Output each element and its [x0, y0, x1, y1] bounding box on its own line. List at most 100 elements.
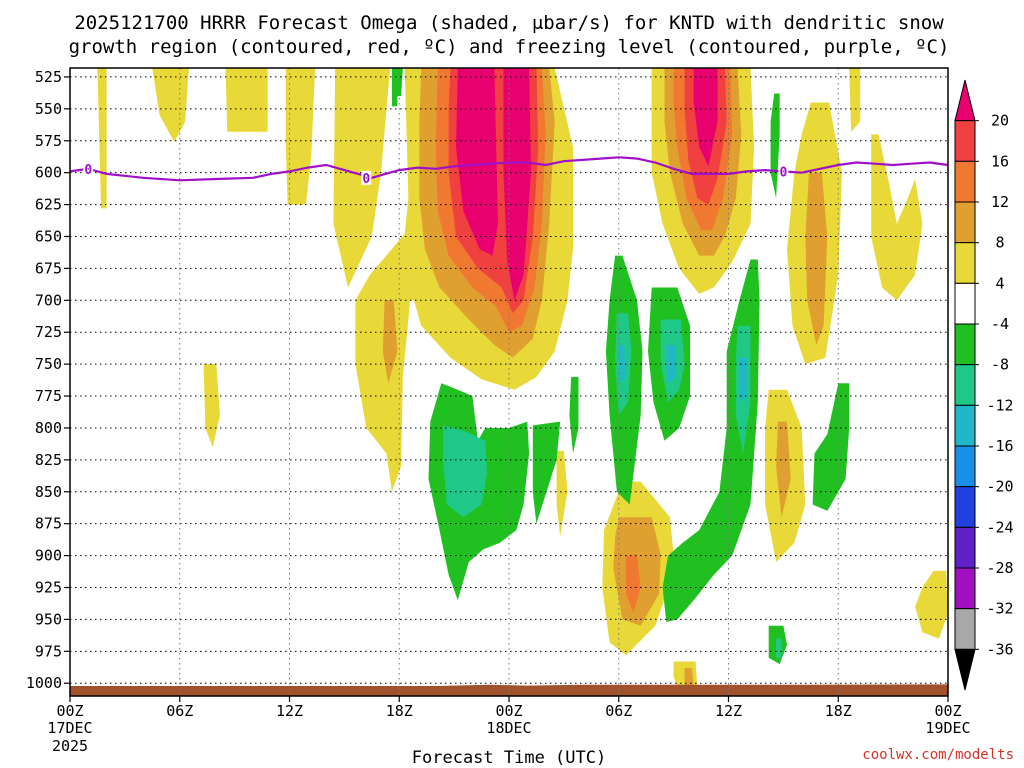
y-tick-label: 1000 [26, 674, 62, 692]
omega-region-4 [225, 68, 268, 132]
colorbar-swatch [954, 404, 976, 447]
colorbar-swatch [954, 648, 976, 691]
colorbar-swatch [954, 242, 976, 284]
x-tick-label: 12Z [715, 702, 742, 720]
x-tick-label: 19DEC [925, 719, 970, 737]
omega-region-neg4 [662, 259, 760, 622]
x-tick-label: 00Z [934, 702, 961, 720]
freezing-level-label: 0 [362, 172, 370, 187]
y-tick-label: 750 [35, 355, 62, 373]
y-tick-label: 725 [35, 323, 62, 341]
omega-region-neg4 [812, 383, 850, 511]
omega-region-20 [693, 68, 718, 167]
freezing-level-label: 0 [779, 165, 787, 180]
x-tick-label: 12Z [276, 702, 303, 720]
y-tick-label: 975 [35, 642, 62, 660]
colorbar-swatch [954, 79, 976, 122]
omega-region-4 [203, 364, 220, 448]
colorbar-label: 20 [991, 112, 1009, 130]
y-tick-label: 550 [35, 100, 62, 118]
y-axis: 525 550 575 600 625 650 675 700 725 750 775 800 825 8… [26, 68, 70, 692]
colorbar-swatch [954, 160, 976, 203]
omega-region-neg4 [569, 376, 579, 454]
omega-region-neg8 [443, 425, 488, 518]
y-tick-label: 625 [35, 196, 62, 214]
omega-region-4 [97, 68, 107, 209]
y-tick-label: 675 [35, 259, 62, 277]
omega-region-neg12 [618, 345, 627, 384]
x-tick-label: 2025 [52, 737, 88, 755]
colorbar-label: 4 [995, 274, 1004, 292]
colorbar-swatch [954, 201, 976, 244]
omega-region-20 [503, 68, 531, 301]
x-tick-label: 17DEC [47, 719, 92, 737]
omega-region-4 [871, 134, 923, 301]
y-tick-label: 875 [35, 515, 62, 533]
omega-region-12 [626, 555, 641, 613]
y-tick-label: 800 [35, 419, 62, 437]
colorbar-label: -8 [991, 356, 1009, 374]
freezing-label-bg [361, 170, 372, 185]
omega-region-20 [456, 68, 498, 256]
colorbar-swatch [954, 323, 976, 366]
omega-region-8 [805, 172, 828, 345]
freezing-label-bg [83, 161, 94, 176]
colorbar-label: -28 [986, 559, 1013, 577]
x-tick-label: 18Z [825, 702, 852, 720]
colorbar-label: -24 [986, 518, 1013, 536]
colorbar-label: 8 [995, 234, 1004, 252]
colorbar-label: 12 [991, 193, 1009, 211]
omega-region-neg4 [391, 68, 398, 107]
y-tick-label: 650 [35, 227, 62, 245]
omega-region-neg4 [532, 421, 561, 524]
colorbar-swatch [954, 364, 976, 406]
omega-region-4 [285, 68, 316, 205]
colorbar-label: -16 [986, 437, 1013, 455]
source-credit[interactable]: coolwx.com/modelts [862, 747, 1014, 763]
x-tick-label: 18DEC [486, 719, 531, 737]
y-tick-label: 525 [35, 68, 62, 86]
omega-region-8 [684, 667, 694, 688]
omega-region-4 [152, 68, 189, 142]
x-tick-label: 06Z [166, 702, 193, 720]
x-tick-label: 00Z [495, 702, 522, 720]
y-tick-label: 950 [35, 610, 62, 628]
omega-region-neg4 [395, 68, 403, 97]
colorbar-swatch [954, 608, 976, 650]
colorbar-label: 16 [991, 152, 1009, 170]
omega-region-8 [382, 300, 398, 384]
chart-title-line1: 2025121700 HRRR Forecast Omega (shaded, … [74, 12, 944, 34]
x-tick-label: 00Z [56, 702, 83, 720]
y-tick-label: 600 [35, 164, 62, 182]
x-tick-label: 18Z [386, 702, 413, 720]
omega-region-neg8 [776, 638, 782, 658]
colorbar-swatch [954, 445, 976, 488]
omega-region-4 [556, 450, 568, 537]
colorbar-label: -32 [986, 600, 1013, 618]
chart-title-line2: growth region (contoured, red, ºC) and f… [69, 36, 950, 58]
y-tick-label: 700 [35, 291, 62, 309]
y-tick-label: 900 [35, 547, 62, 565]
y-tick-label: 825 [35, 451, 62, 469]
colorbar-label: -4 [991, 315, 1009, 333]
omega-region-4 [915, 570, 948, 639]
grid-layer [70, 68, 948, 696]
x-tick-label: 06Z [605, 702, 632, 720]
omega-region-8 [776, 421, 791, 518]
freezing-level-label: 0 [84, 163, 92, 178]
colorbar-label: -20 [986, 478, 1013, 496]
freezing-level-line [69, 156, 949, 182]
y-tick-label: 575 [35, 132, 62, 150]
colorbar-label: -12 [986, 396, 1013, 414]
omega-region-neg12 [739, 357, 747, 403]
freezing-label-bg [778, 164, 789, 179]
colorbar-swatch [954, 526, 976, 569]
colorbar-label: -36 [986, 640, 1013, 658]
colorbar-swatch [954, 282, 976, 325]
x-axis-label: Forecast Time (UTC) [412, 748, 606, 768]
y-tick-label: 850 [35, 483, 62, 501]
colorbar-legend: 20 16 12 8 4 -4 -8 -12 -16 -20 -24 -28 -32 -36 [954, 79, 1014, 691]
colorbar-swatch [954, 486, 976, 528]
